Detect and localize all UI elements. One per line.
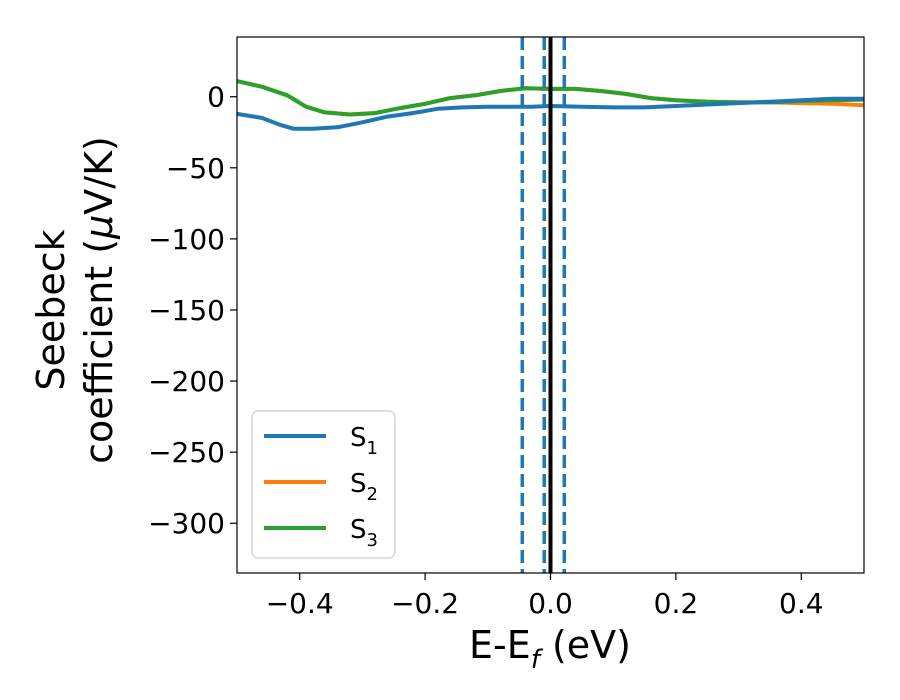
legend-label-s2: S2: [350, 469, 378, 505]
legend-box: [251, 410, 396, 559]
y-tick-label: −100: [148, 223, 225, 256]
legend-label-s3: S3: [350, 515, 378, 551]
x-tick-label: −0.4: [266, 587, 334, 620]
legend-label-s1: S1: [350, 423, 378, 459]
y-tick-label: −50: [166, 152, 225, 185]
plot-area: [237, 37, 864, 573]
y-axis-title-line2: coefficient (μV/K): [77, 136, 121, 464]
x-tick-label: −0.2: [391, 587, 459, 620]
x-axis-title: E-Ef (eV): [469, 623, 631, 675]
y-tick-label: −200: [148, 365, 225, 398]
axes-ticks: −0.4 −0.2 0.0 0.2 0.4 0 −50 −100 −150 −200 −250 −30…: [148, 81, 823, 620]
series-line-s1: [237, 96, 864, 131]
x-tick-label: 0.4: [779, 587, 824, 620]
y-axis-title-line1: Seebeck: [29, 229, 73, 390]
x-tick-label: 0.0: [528, 587, 573, 620]
y-tick-label: −250: [148, 436, 225, 469]
y-tick-label: 0: [207, 81, 225, 114]
x-tick-label: 0.2: [654, 587, 699, 620]
legend: S1 S2 S3: [251, 410, 396, 559]
y-tick-label: −300: [148, 507, 225, 540]
y-tick-label: −150: [148, 294, 225, 327]
